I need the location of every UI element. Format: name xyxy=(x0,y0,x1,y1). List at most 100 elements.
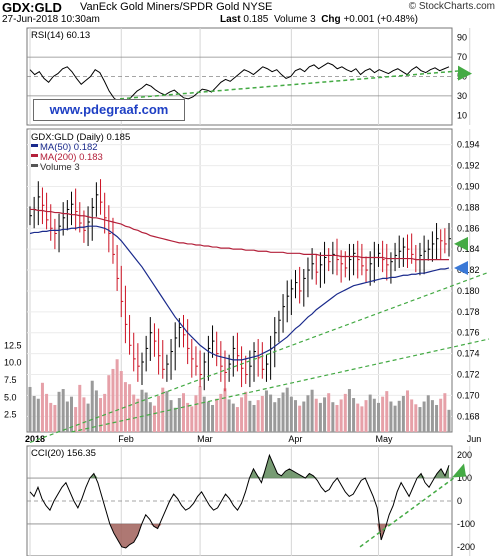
legend-swatch xyxy=(31,164,38,167)
volume-bar xyxy=(177,398,181,432)
volume-bar xyxy=(240,397,244,432)
volume-bar xyxy=(294,400,298,432)
volume-bar xyxy=(132,394,136,432)
volume-bar xyxy=(364,400,368,432)
volume-tick-label: 2.5 xyxy=(4,410,17,420)
volume-bar xyxy=(260,395,264,432)
volume-bar xyxy=(235,407,239,432)
volume-value: 3 xyxy=(310,14,316,25)
rsi-arrow xyxy=(458,65,472,81)
volume-bar xyxy=(202,396,206,432)
volume-bar xyxy=(165,391,169,432)
price-legend-item: MA(50) 0.182 xyxy=(40,142,98,153)
volume-bar xyxy=(314,398,318,432)
cci-arrow xyxy=(452,463,466,478)
volume-bar xyxy=(140,389,144,432)
volume-bar xyxy=(439,398,443,432)
price-tick-label: 0.180 xyxy=(457,286,480,296)
last-value: 0.185 xyxy=(243,14,269,25)
rsi-tick-label: 90 xyxy=(457,33,467,43)
volume-bar xyxy=(447,409,451,432)
price-legend-item: GDX:GLD (Daily) 0.185 xyxy=(31,132,130,143)
volume-bar xyxy=(381,396,385,432)
price-tick-label: 0.184 xyxy=(457,244,480,254)
volume-bar xyxy=(360,406,364,432)
volume-bar xyxy=(244,391,248,432)
volume-bar xyxy=(318,402,322,432)
chg-label: Chg xyxy=(321,14,341,25)
panel-frame-2 xyxy=(26,128,453,433)
volume-bar xyxy=(65,401,69,432)
rsi-trendline xyxy=(119,69,463,100)
price-legend-item: Volume 3 xyxy=(40,162,80,173)
chg-value: +0.001 (+0.48%) xyxy=(343,14,418,25)
price-tick-label: 0.190 xyxy=(457,181,480,191)
volume-bar xyxy=(45,393,49,432)
volume-bar xyxy=(269,394,273,432)
volume-bar xyxy=(115,359,119,432)
volume-bar xyxy=(418,407,422,432)
volume-bar xyxy=(335,404,339,432)
volume-bar xyxy=(347,389,351,432)
x-tick-label: Jun xyxy=(467,434,482,444)
volume-bar xyxy=(264,390,268,432)
cci-tick-label: 100 xyxy=(457,473,472,483)
volume-bar xyxy=(339,399,343,432)
volume-bar xyxy=(302,401,306,432)
volume-bar xyxy=(69,396,73,432)
volume-bar xyxy=(327,393,331,432)
volume-bar xyxy=(323,397,327,432)
volume-bar xyxy=(86,403,90,432)
volume-bar xyxy=(372,398,376,432)
volume-bar xyxy=(111,368,115,432)
volume-bar xyxy=(198,386,202,432)
volume-bar xyxy=(376,402,380,432)
volume-bar xyxy=(393,405,397,432)
volume-tick-label: 12.5 xyxy=(4,340,22,350)
watermark-link[interactable]: www.pdegraaf.com xyxy=(33,99,185,121)
legend-swatch xyxy=(31,154,38,157)
volume-bar xyxy=(161,387,165,432)
volume-bar xyxy=(186,402,190,432)
volume-bar xyxy=(32,395,36,432)
x-tick-label: May xyxy=(375,434,393,444)
volume-bar xyxy=(219,393,223,432)
volume-bar xyxy=(223,388,227,432)
price-legend-item: MA(200) 0.183 xyxy=(40,152,103,163)
volume-bar xyxy=(410,399,414,432)
volume-bar xyxy=(99,398,103,432)
volume-bar xyxy=(144,392,148,432)
volume-bar xyxy=(422,401,426,432)
volume-bar xyxy=(40,382,44,432)
volume-bar xyxy=(277,398,281,432)
volume-bar xyxy=(119,371,123,432)
price-trendline-1 xyxy=(29,271,490,444)
volume-bar xyxy=(61,389,65,432)
volume-bar xyxy=(256,400,260,432)
volume-bar xyxy=(426,395,430,432)
rsi-tick-label: 70 xyxy=(457,52,467,62)
rsi-tick-label: 10 xyxy=(457,110,467,120)
x-tick-label: Apr xyxy=(288,434,302,444)
volume-bar xyxy=(157,395,161,432)
symbol-name: VanEck Gold Miners/SPDR Gold NYSE xyxy=(80,1,273,13)
cci-tick-label: -100 xyxy=(457,519,475,529)
volume-bar xyxy=(310,389,314,432)
volume-bar xyxy=(28,386,32,432)
price-tick-label: 0.176 xyxy=(457,328,480,338)
volume-bar xyxy=(82,397,86,432)
price-tick-label: 0.186 xyxy=(457,223,480,233)
volume-bar xyxy=(227,399,231,432)
chart-header: GDX:GLD VanEck Gold Miners/SPDR Gold NYS… xyxy=(0,0,499,26)
last-label: Last xyxy=(220,14,241,25)
volume-bar xyxy=(435,404,439,432)
volume-bar xyxy=(385,391,389,432)
volume-bar xyxy=(173,407,177,432)
volume-bar xyxy=(285,387,289,432)
volume-bar xyxy=(368,394,372,432)
symbol-title: GDX:GLD xyxy=(2,0,62,15)
price-tick-label: 0.178 xyxy=(457,307,480,317)
price-tick-label: 0.170 xyxy=(457,390,480,400)
brand-logo: © StockCharts.com xyxy=(408,1,495,12)
volume-bar xyxy=(152,405,156,432)
